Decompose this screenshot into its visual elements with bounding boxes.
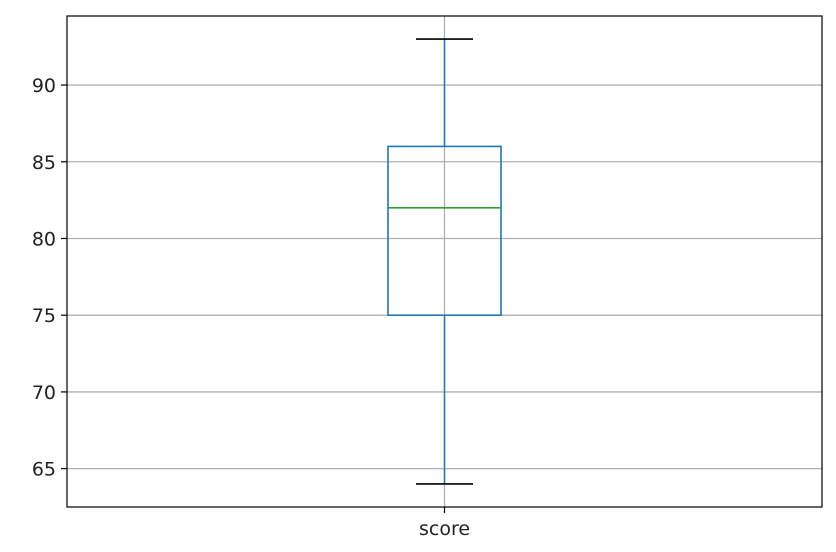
y-tick-label: 65 xyxy=(32,459,56,481)
box-group xyxy=(387,38,502,485)
y-tick-label: 80 xyxy=(32,228,56,250)
y-tick-label: 85 xyxy=(32,152,56,174)
y-tick-label: 75 xyxy=(32,305,56,327)
y-axis: 65 70 75 80 85 90 xyxy=(32,75,67,481)
x-axis: score xyxy=(419,507,470,540)
box-iqr xyxy=(387,145,502,317)
y-tick-label: 70 xyxy=(32,382,56,404)
x-tick-label: score xyxy=(419,518,470,540)
y-tick-label: 90 xyxy=(32,75,56,97)
